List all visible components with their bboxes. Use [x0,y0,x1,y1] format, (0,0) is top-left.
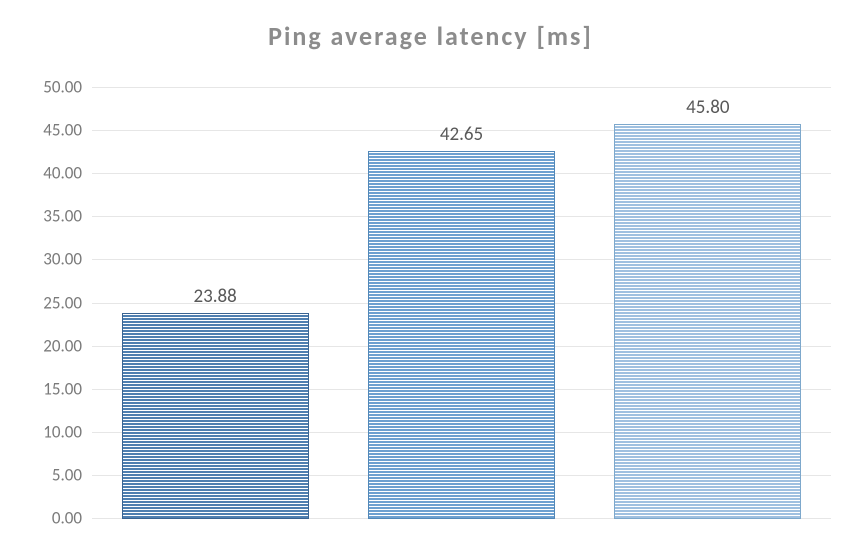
bar-value-label: 23.88 [193,285,236,314]
chart-title: Ping average latency [ms] [0,20,861,52]
bar: 23.88 [122,313,309,519]
plot-area: 0.005.0010.0015.0020.0025.0030.0035.0040… [92,88,831,519]
bar: 45.80 [614,124,801,519]
ytick-label: 15.00 [43,378,92,399]
ytick-label: 45.00 [43,120,92,141]
ytick-label: 30.00 [43,249,92,270]
ytick-label: 5.00 [52,464,92,485]
bar-slot: 23.88 [92,88,338,519]
bar-value-label: 45.80 [686,96,729,125]
bar: 42.65 [368,151,555,519]
ytick-label: 35.00 [43,206,92,227]
bar-slot: 45.80 [585,88,831,519]
bars-row: 23.88 42.65 45.80 [92,88,831,519]
ytick-label: 10.00 [43,421,92,442]
ytick-label: 20.00 [43,335,92,356]
ping-latency-chart: Ping average latency [ms] 0.005.0010.001… [0,0,861,554]
ytick-label: 25.00 [43,292,92,313]
bar-slot: 42.65 [338,88,584,519]
bar-value-label: 42.65 [440,123,483,152]
ytick-label: 50.00 [43,77,92,98]
ytick-label: 0.00 [52,508,92,529]
ytick-label: 40.00 [43,163,92,184]
